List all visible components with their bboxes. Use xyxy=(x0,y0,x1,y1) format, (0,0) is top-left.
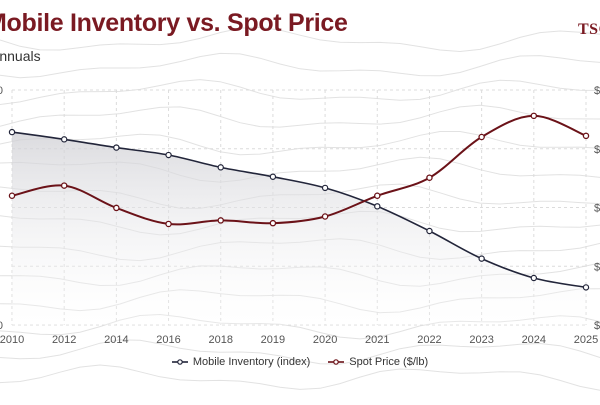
point-price-2020 xyxy=(321,213,329,220)
contour-line xyxy=(0,26,600,53)
x-tick-label: 2010 xyxy=(0,334,24,346)
x-tick-label: 2023 xyxy=(469,334,493,346)
point-price-2022 xyxy=(426,174,433,181)
inventory-area xyxy=(12,132,586,325)
x-tick-label: 2020 xyxy=(313,334,337,346)
point-inventory-2012 xyxy=(60,136,68,143)
right-tick-label: $ xyxy=(594,144,600,156)
point-inventory-2025 xyxy=(582,284,590,291)
left-tick-label: 0 xyxy=(0,320,3,332)
legend-swatch-price-icon xyxy=(328,359,345,365)
contour-line xyxy=(0,339,600,365)
point-inventory-2010 xyxy=(8,128,16,136)
point-price-2023 xyxy=(478,133,485,141)
x-tick-label: 2025 xyxy=(574,334,598,346)
x-tick-label: 2014 xyxy=(104,334,128,346)
left-axis-ticks: 00 xyxy=(0,85,3,332)
contour-line xyxy=(0,104,600,128)
contour-line xyxy=(0,52,600,79)
right-tick-label: $ xyxy=(594,203,600,215)
right-axis-ticks: $ $ $ $ $ xyxy=(594,85,600,332)
point-price-2019 xyxy=(269,219,277,227)
x-tick-label: 2022 xyxy=(417,334,441,346)
point-inventory-2016 xyxy=(165,151,172,159)
series-lines xyxy=(11,114,587,289)
legend-item-inventory[interactable]: Mobile Inventory (index) xyxy=(171,356,311,368)
x-tick-label: 2021 xyxy=(365,334,389,346)
legend-label-inventory: Mobile Inventory (index) xyxy=(192,356,311,368)
point-inventory-2022 xyxy=(426,227,433,235)
x-tick-label: 2018 xyxy=(208,334,232,346)
chart-subtitle: Annuals xyxy=(0,48,41,64)
point-price-2010 xyxy=(8,192,16,199)
right-tick-label: $ xyxy=(594,320,600,332)
point-inventory-2020 xyxy=(321,184,329,192)
point-inventory-2014 xyxy=(113,144,120,151)
point-inventory-2018 xyxy=(217,164,224,171)
series-line-inventory xyxy=(11,131,587,289)
x-axis-ticks: 2010 2012 2014 2016 2018 2019 2020 2021 2022 2023… xyxy=(0,334,598,346)
x-tick-label: 2024 xyxy=(522,334,546,346)
point-price-2018 xyxy=(217,217,224,224)
point-inventory-2024 xyxy=(530,274,538,282)
point-price-2025 xyxy=(582,132,590,140)
chart-legend: Mobile Inventory (index) Spot Price ($/l… xyxy=(0,356,600,368)
point-inventory-2023 xyxy=(478,255,485,262)
point-inventory-2021 xyxy=(374,203,381,210)
inventory-area-fill xyxy=(12,132,586,325)
chart-title: Mobile Inventory vs. Spot Price xyxy=(0,9,348,37)
point-price-2021 xyxy=(374,192,381,199)
contour-line xyxy=(0,79,600,105)
point-price-2014 xyxy=(113,204,120,212)
right-tick-label: $ xyxy=(594,85,600,97)
point-price-2024 xyxy=(530,112,538,120)
left-tick-label: 0 xyxy=(0,85,3,97)
legend-swatch-inventory-icon xyxy=(171,359,188,365)
right-tick-label: $ xyxy=(594,261,600,273)
legend-item-price[interactable]: Spot Price ($/lb) xyxy=(328,356,428,368)
brand-logo: TSC xyxy=(578,21,600,38)
point-price-2012 xyxy=(60,182,68,189)
series-points xyxy=(8,112,590,291)
x-tick-label: 2016 xyxy=(156,334,180,346)
x-tick-label: 2012 xyxy=(52,334,76,346)
point-inventory-2019 xyxy=(269,173,277,180)
point-price-2016 xyxy=(165,220,172,228)
contour-line xyxy=(0,364,600,391)
series-line-price xyxy=(11,114,587,226)
x-tick-label: 2019 xyxy=(261,334,285,346)
legend-label-price: Spot Price ($/lb) xyxy=(349,356,429,368)
